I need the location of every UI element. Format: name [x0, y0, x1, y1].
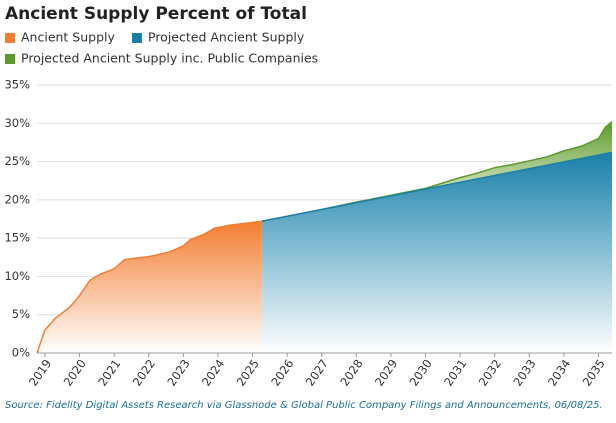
y-tick-label: 0% — [12, 346, 30, 360]
area-fill — [261, 152, 612, 353]
x-tick-label: 2029 — [372, 357, 400, 389]
y-tick-label: 35% — [4, 78, 30, 92]
x-tick-label: 2035 — [580, 357, 608, 389]
x-tick-label: 2024 — [199, 357, 227, 389]
y-tick-label: 30% — [4, 116, 30, 130]
x-tick-label: 2034 — [545, 357, 573, 389]
x-tick-label: 2023 — [164, 357, 192, 389]
legend-swatch — [5, 33, 15, 43]
x-tick-label: 2027 — [303, 357, 331, 389]
x-tick-label: 2030 — [407, 357, 435, 389]
y-tick-label: 15% — [4, 231, 30, 245]
y-tick-label: 5% — [12, 307, 30, 321]
y-tick-label: 25% — [4, 154, 30, 168]
series-line — [36, 220, 262, 354]
legend-label: Ancient Supply — [21, 30, 116, 45]
legend-swatch — [132, 33, 142, 43]
x-tick-label: 2028 — [337, 357, 365, 389]
source-note: Source: Fidelity Digital Assets Research… — [5, 400, 603, 411]
x-tick-label: 2021 — [95, 357, 123, 389]
x-tick-label: 2020 — [61, 357, 89, 389]
series-line — [261, 151, 613, 223]
x-tick-label: 2033 — [510, 357, 538, 389]
x-tick-label: 2019 — [26, 357, 54, 389]
x-tick-label: 2031 — [441, 357, 469, 389]
y-tick-label: 10% — [4, 269, 30, 283]
legend-swatch — [5, 54, 15, 64]
legend-label: Projected Ancient Supply — [148, 30, 305, 45]
legend-label: Projected Ancient Supply inc. Public Com… — [21, 51, 318, 66]
chart-title: Ancient Supply Percent of Total — [5, 4, 307, 24]
x-tick-label: 2032 — [476, 357, 504, 389]
x-tick-label: 2026 — [268, 357, 296, 389]
x-tick-label: 2025 — [234, 357, 262, 389]
x-tick-label: 2022 — [130, 357, 158, 389]
area-fill — [37, 221, 262, 353]
y-tick-label: 20% — [4, 192, 30, 206]
